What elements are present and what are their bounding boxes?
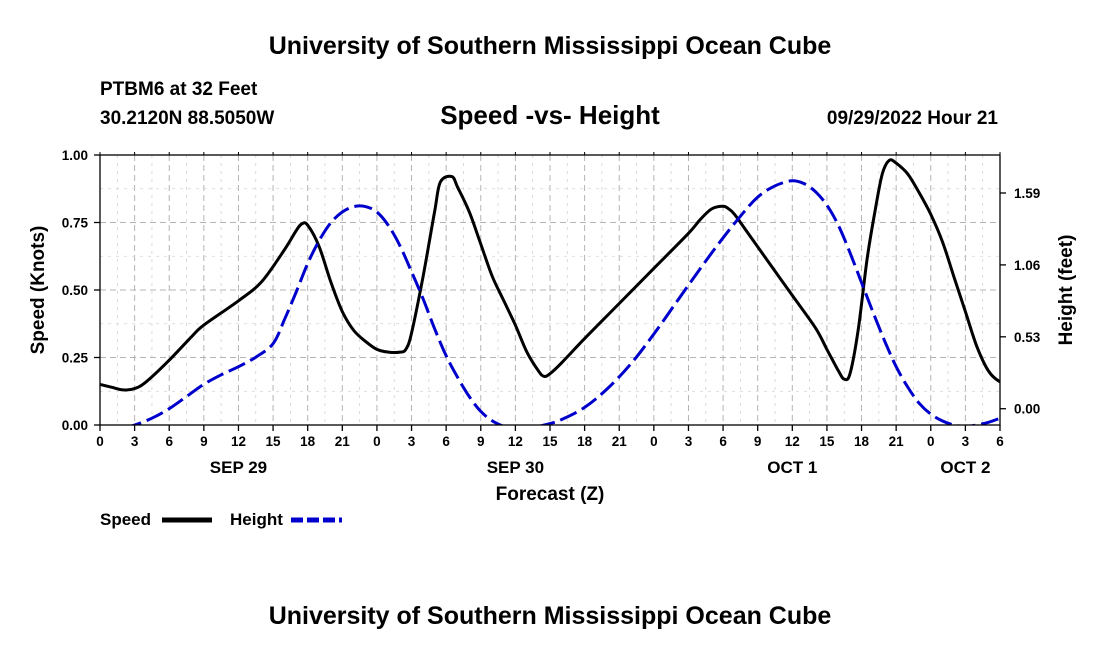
x-tick-label: 0 xyxy=(373,434,381,449)
x-tick-label: 3 xyxy=(131,434,139,449)
chart-subtitle: Speed -vs- Height xyxy=(440,100,660,130)
grid-lines xyxy=(100,155,1000,425)
x-tick-label: 12 xyxy=(508,434,523,449)
page-title: University of Southern Mississippi Ocean… xyxy=(269,32,832,60)
y-tick-label: 0.75 xyxy=(62,216,89,231)
legend: Speed Height xyxy=(100,510,342,529)
x-tick-label: 6 xyxy=(165,434,173,449)
speed-line xyxy=(100,158,1000,392)
x-tick-label: 15 xyxy=(819,434,835,449)
x-date-label: OCT 2 xyxy=(940,458,990,477)
x-tick-label: 21 xyxy=(612,434,628,449)
x-tick-label: 9 xyxy=(200,434,208,449)
x-tick-label: 12 xyxy=(785,434,800,449)
x-tick-label: 21 xyxy=(335,434,351,449)
x-tick-label: 9 xyxy=(477,434,485,449)
station-label: PTBM6 at 32 Feet xyxy=(100,79,258,100)
y2-tick-label: 1.06 xyxy=(1014,258,1041,273)
x-tick-label: 18 xyxy=(854,434,870,449)
y2-tick-label: 1.59 xyxy=(1014,186,1040,201)
footer-title: University of Southern Mississippi Ocean… xyxy=(269,602,832,630)
y-tick-label: 0.25 xyxy=(62,351,89,366)
x-tick-label: 21 xyxy=(889,434,905,449)
x-tick-label: 6 xyxy=(996,434,1004,449)
x-tick-label: 3 xyxy=(962,434,970,449)
x-tick-label: 0 xyxy=(650,434,658,449)
x-tick-label: 0 xyxy=(927,434,935,449)
x-tick-label: 18 xyxy=(577,434,593,449)
legend-height-label: Height xyxy=(230,510,283,529)
coordinates-label: 30.2120N 88.5050W xyxy=(100,108,274,129)
x-tick-label: 15 xyxy=(542,434,558,449)
x-date-label: SEP 29 xyxy=(210,458,267,477)
y2-tick-label: 0.53 xyxy=(1014,330,1041,345)
y-tick-label: 1.00 xyxy=(62,148,88,163)
y-tick-label: 0.00 xyxy=(62,418,88,433)
y2-tick-label: 0.00 xyxy=(1014,402,1040,417)
y-axis-title: Speed (Knots) xyxy=(28,226,49,355)
x-tick-label: 3 xyxy=(408,434,416,449)
x-tick-label: 3 xyxy=(685,434,693,449)
height-line xyxy=(129,179,1000,425)
x-tick-label: 6 xyxy=(442,434,450,449)
x-date-label: OCT 1 xyxy=(767,458,817,477)
x-date-label: SEP 30 xyxy=(487,458,544,477)
x-tick-label: 12 xyxy=(231,434,246,449)
x-tick-label: 6 xyxy=(719,434,727,449)
legend-speed-label: Speed xyxy=(100,510,151,529)
y2-axis-title: Height (feet) xyxy=(1056,235,1077,346)
series-layer xyxy=(100,158,1000,425)
x-tick-label: 0 xyxy=(96,434,104,449)
y-tick-label: 0.50 xyxy=(62,283,88,298)
timestamp-label: 09/29/2022 Hour 21 xyxy=(827,108,999,129)
x-tick-label: 9 xyxy=(754,434,762,449)
x-axis-title: Forecast (Z) xyxy=(496,484,605,505)
axes: 0 3 6 9 12 15 18 21 0 3 6 9 12 15 18 21 0 3 6 9 12 15 18 21 0 3 6 0… xyxy=(62,148,1041,477)
x-tick-label: 18 xyxy=(300,434,316,449)
x-tick-label: 15 xyxy=(266,434,282,449)
